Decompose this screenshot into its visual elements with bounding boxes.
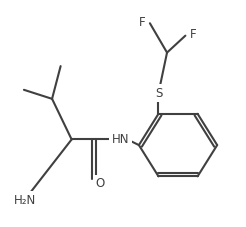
Text: F: F (139, 16, 145, 29)
Text: F: F (189, 28, 196, 41)
Text: HN: HN (112, 133, 129, 146)
Text: O: O (96, 177, 105, 190)
Text: S: S (155, 87, 162, 100)
Text: H₂N: H₂N (14, 194, 36, 207)
